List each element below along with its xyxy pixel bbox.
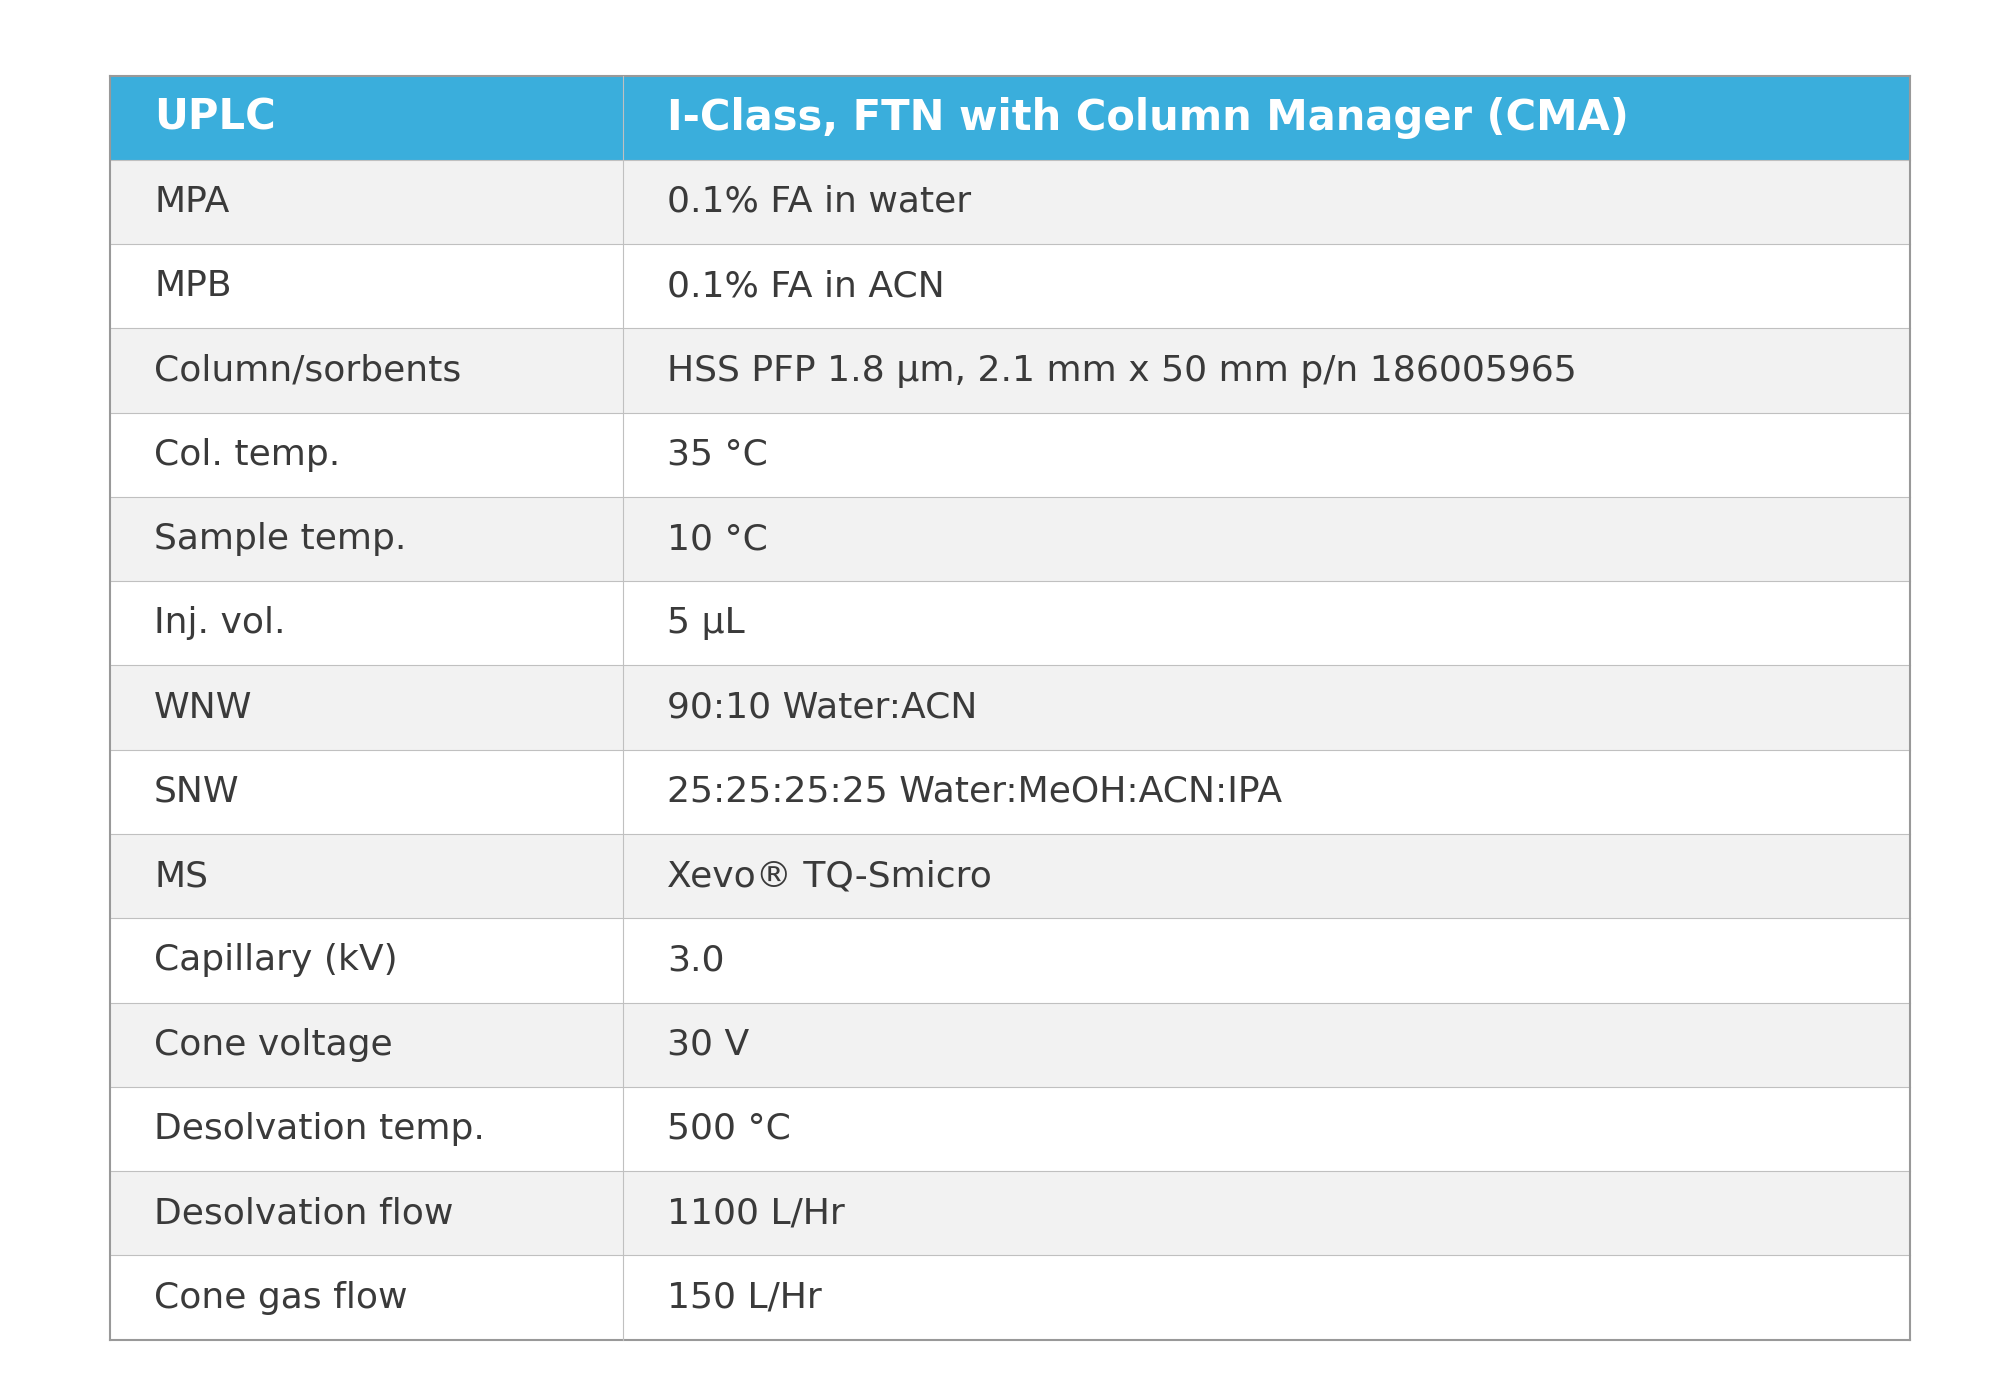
Text: 0.1% FA in water: 0.1% FA in water [666,185,972,218]
Text: Xevo® TQ-Smicro: Xevo® TQ-Smicro [666,859,992,893]
Bar [110,497,1910,581]
Text: Capillary (kV): Capillary (kV) [154,944,398,977]
Text: 150 L/Hr: 150 L/Hr [666,1281,822,1315]
Bar [110,665,1910,750]
Text: 5 μL: 5 μL [666,606,744,640]
Text: 3.0: 3.0 [666,944,724,977]
Bar [110,245,1910,328]
Text: MS: MS [154,859,208,893]
Text: MPA: MPA [154,185,230,218]
Text: Inj. vol.: Inj. vol. [154,606,286,640]
Bar [110,1256,1910,1340]
Text: HSS PFP 1.8 μm, 2.1 mm x 50 mm p/n 186005965: HSS PFP 1.8 μm, 2.1 mm x 50 mm p/n 18600… [666,353,1576,387]
Text: MPB: MPB [154,269,232,304]
Bar [110,1171,1910,1256]
Bar [110,76,1910,159]
Bar [110,750,1910,834]
Bar [110,581,1910,665]
Text: 0.1% FA in ACN: 0.1% FA in ACN [666,269,944,304]
Bar [110,834,1910,918]
Text: 1100 L/Hr: 1100 L/Hr [666,1197,844,1230]
Text: 90:10 Water:ACN: 90:10 Water:ACN [666,691,978,724]
Text: Desolvation flow: Desolvation flow [154,1197,454,1230]
Text: 35 °C: 35 °C [666,438,768,471]
Bar [110,412,1910,497]
Text: 10 °C: 10 °C [666,522,768,556]
Text: Desolvation temp.: Desolvation temp. [154,1112,484,1146]
Text: Cone gas flow: Cone gas flow [154,1281,408,1315]
Text: I-Class, FTN with Column Manager (CMA): I-Class, FTN with Column Manager (CMA) [666,96,1628,139]
Text: Col. temp.: Col. temp. [154,438,340,471]
Bar [110,159,1910,245]
Text: UPLC: UPLC [154,96,276,139]
Text: 30 V: 30 V [666,1028,750,1062]
Text: Column/sorbents: Column/sorbents [154,353,462,387]
Text: SNW: SNW [154,775,240,809]
Bar [110,1003,1910,1087]
Bar [110,328,1910,412]
Text: Cone voltage: Cone voltage [154,1028,392,1062]
Text: 25:25:25:25 Water:MeOH:ACN:IPA: 25:25:25:25 Water:MeOH:ACN:IPA [666,775,1282,809]
Text: 500 °C: 500 °C [666,1112,790,1146]
Text: Sample temp.: Sample temp. [154,522,406,556]
Text: WNW: WNW [154,691,252,724]
Bar [110,1087,1910,1171]
Bar [110,918,1910,1003]
